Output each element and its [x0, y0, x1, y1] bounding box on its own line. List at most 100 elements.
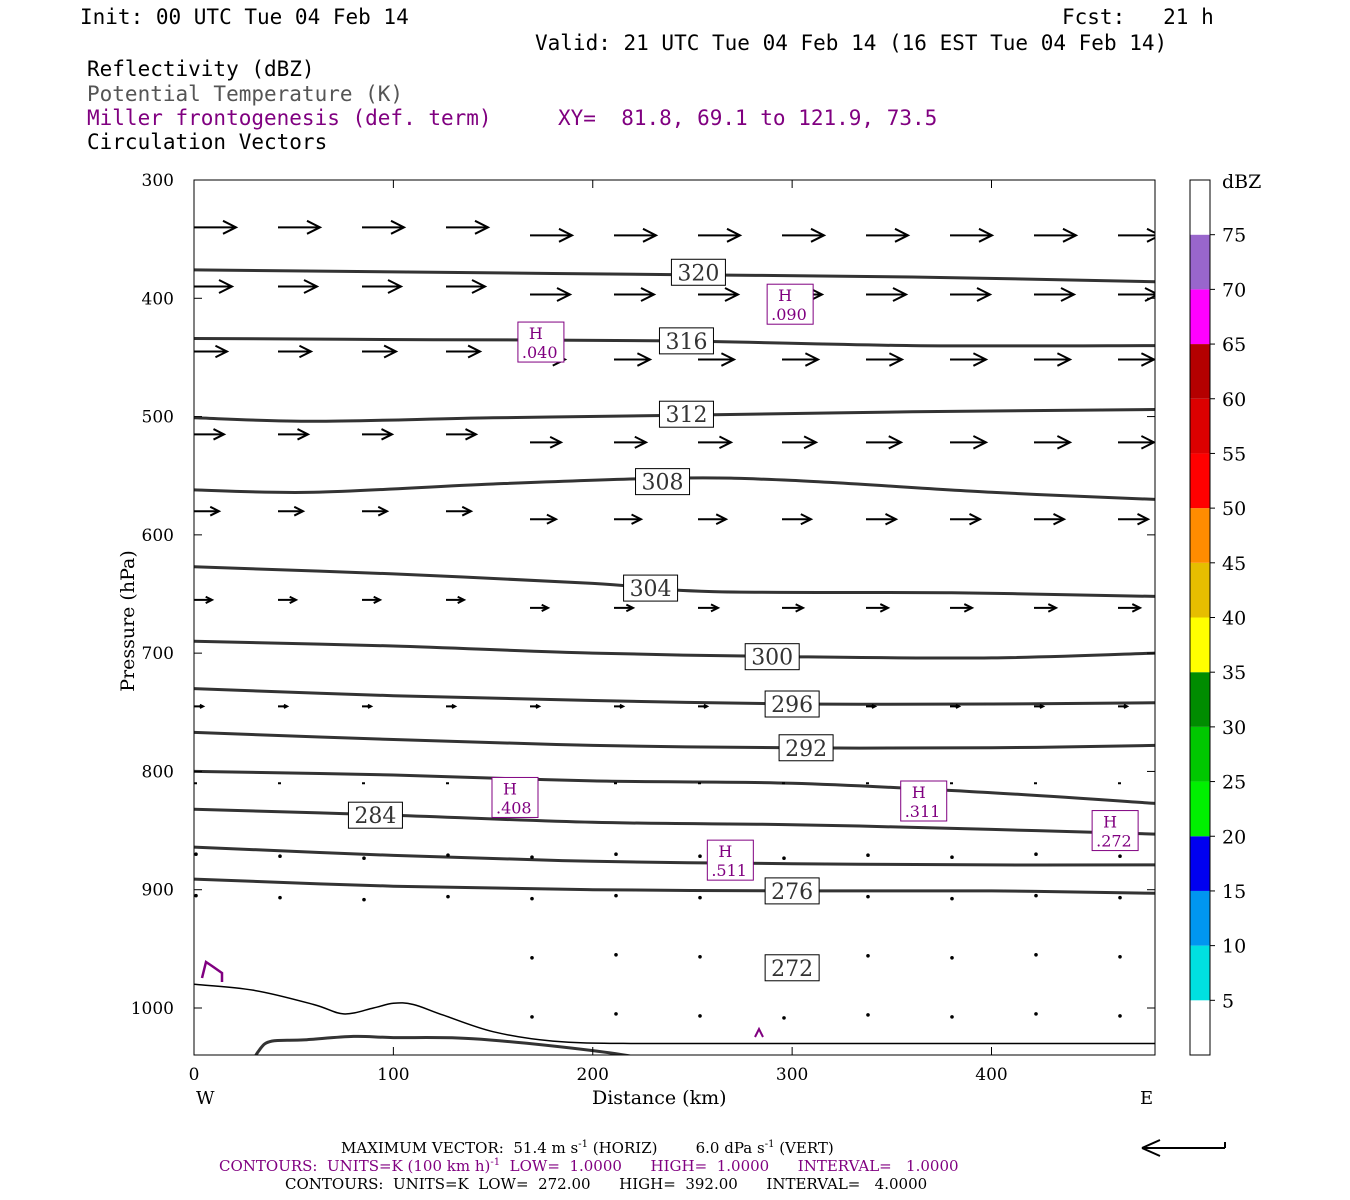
- circulation-vector-head: [306, 219, 323, 235]
- circulation-vector-head: [636, 352, 653, 367]
- circulation-vector-dot: [950, 1015, 954, 1019]
- contour-label-box: [764, 877, 820, 905]
- circulation-vector-dot: [530, 1015, 534, 1019]
- colorbar-label: 30: [1222, 717, 1246, 739]
- circulation-vector-head: [888, 352, 905, 367]
- init-time: Init: 00 UTC Tue 04 Feb 14: [80, 5, 409, 29]
- contour-label-text: 296: [771, 693, 813, 718]
- contour-label-box: [347, 801, 403, 829]
- fronto-maximum-box: [900, 780, 948, 822]
- circulation-vector-head: [457, 595, 467, 604]
- theta-contour-line-272: [254, 1034, 634, 1055]
- circulation-vector-head: [726, 227, 743, 243]
- circulation-vector-dot: [1034, 852, 1038, 857]
- circulation-vector-dot: [866, 853, 870, 858]
- circulation-vector-head: [215, 344, 230, 359]
- circulation-vector-head: [471, 279, 488, 294]
- circulation-vector-dot: [950, 896, 954, 901]
- y-tick-label: 400: [142, 289, 174, 309]
- circulation-vector-dot: [1034, 893, 1038, 898]
- circulation-vector-head: [715, 513, 729, 525]
- circulation-vector-head: [976, 287, 993, 302]
- circulation-vector-head: [1039, 703, 1046, 709]
- theta-contour-line: [194, 639, 1155, 660]
- field-circulation-vectors: Circulation Vectors: [87, 130, 328, 154]
- circulation-vector-dot: [698, 895, 702, 900]
- colorbar-segment: [1190, 180, 1210, 235]
- x-tick-label: 300: [776, 1065, 808, 1085]
- y-tick-label: 700: [142, 644, 174, 664]
- circulation-vector-dot: [866, 1013, 870, 1017]
- circulation-vector-head: [367, 703, 374, 709]
- colorbar-label: 75: [1222, 225, 1246, 247]
- circulation-vector-head: [451, 703, 458, 709]
- cross-section-endpoints: XY= 81.8, 69.1 to 121.9, 73.5: [558, 106, 938, 130]
- circulation-vector-head: [549, 435, 564, 449]
- circulation-vector-head: [390, 219, 407, 235]
- fronto-maximum-label: H: [503, 779, 517, 798]
- reference-vector-arrow: [1141, 1139, 1226, 1157]
- circulation-vector-head: [978, 227, 995, 243]
- colorbar-label: 65: [1222, 334, 1246, 356]
- circulation-vector-dot: [362, 856, 366, 861]
- circulation-vector-head: [879, 603, 891, 613]
- circulation-vector-dot: [1118, 854, 1122, 859]
- circulation-vector-dot: [1118, 895, 1122, 900]
- colorbar-title: dBZ: [1222, 171, 1261, 193]
- contour-label-text: 276: [771, 880, 813, 905]
- y-tick-label: 500: [142, 408, 174, 428]
- colorbar-segment: [1190, 836, 1210, 891]
- x-axis-title: Distance (km): [592, 1087, 727, 1109]
- circulation-vector-head: [631, 513, 644, 525]
- theta-contour-line: [194, 807, 1155, 836]
- axes: 300 400 500 600 700 800 900 1000 0 100 200 300 400: [131, 171, 1155, 1085]
- contour-label-text: 316: [665, 330, 707, 355]
- circulation-vector-head: [1123, 703, 1130, 709]
- colorbar-segment: [1190, 234, 1210, 290]
- colorbar-label: 45: [1222, 553, 1246, 575]
- plot-frame: [193, 179, 1156, 1056]
- circulation-vector-head: [710, 603, 721, 613]
- fronto-maximum-value: .408: [496, 798, 532, 817]
- field-reflectivity: Reflectivity (dBZ): [87, 57, 315, 81]
- contour-label-text: 292: [785, 737, 827, 762]
- colorbar-label: 15: [1222, 881, 1246, 903]
- colorbar-segment: [1190, 672, 1210, 727]
- circulation-vector-head: [541, 603, 551, 612]
- contour-label-box: [635, 468, 691, 496]
- circulation-vector-dot: [614, 1012, 618, 1016]
- circulation-vector-head: [1047, 603, 1059, 613]
- valid-time: Valid: 21 UTC Tue 04 Feb 14 (16 EST Tue …: [535, 31, 1168, 55]
- circulation-vector-head: [885, 513, 899, 526]
- y-tick-label: 800: [142, 762, 174, 782]
- circulation-vector-head: [892, 287, 909, 302]
- circulation-vector-dot: [698, 1014, 702, 1018]
- x-tick-label: 0: [189, 1065, 200, 1085]
- circulation-vector-head: [293, 505, 306, 517]
- field-potential-temperature: Potential Temperature (K): [87, 82, 404, 106]
- circulation-vector-head: [625, 603, 636, 613]
- circulation-vector-head: [1146, 227, 1155, 243]
- colorbar-label: 40: [1222, 608, 1246, 630]
- circulation-vector-head: [205, 595, 215, 604]
- circulation-vector-head: [303, 279, 320, 294]
- circulation-vector-head: [1140, 352, 1155, 367]
- fronto-maximum-label: H: [778, 286, 792, 305]
- circulation-vector-head: [1144, 287, 1155, 302]
- x-tick-label: 100: [377, 1065, 409, 1085]
- circulation-vector-head: [387, 279, 404, 294]
- theta-contour-line: [194, 845, 1155, 867]
- fronto-maximum-box: [1091, 810, 1139, 852]
- theta-contour-line: [194, 769, 1155, 805]
- y-tick-label: 1000: [131, 999, 174, 1019]
- west-label: W: [196, 1088, 215, 1109]
- fronto-maximum-label: H: [529, 324, 543, 343]
- colorbar-segment: [1190, 562, 1210, 618]
- colorbar-segment: [1190, 508, 1210, 563]
- circulation-vector-head: [972, 352, 989, 367]
- circulation-vector-head: [634, 435, 649, 449]
- circulation-vector-head: [558, 227, 575, 243]
- circulation-vector-dot: [278, 895, 282, 900]
- circulation-vector-head: [1131, 603, 1143, 613]
